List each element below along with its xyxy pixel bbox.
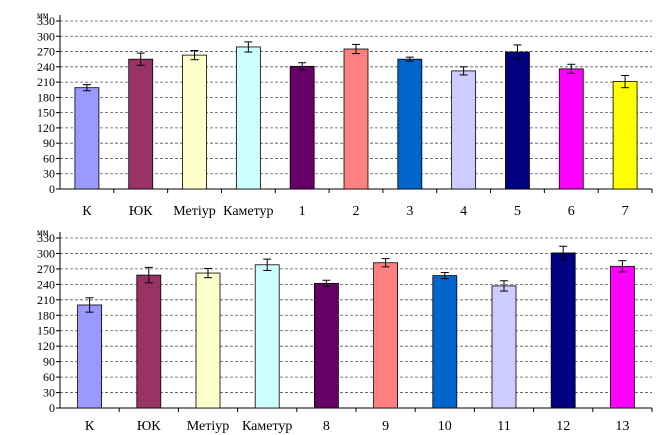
y-tick-label: 120 xyxy=(37,121,55,135)
y-tick-label: 60 xyxy=(43,370,55,384)
category-label: Каметур xyxy=(242,419,292,434)
y-tick-label: 30 xyxy=(43,386,55,400)
bar-8 xyxy=(313,282,339,409)
y-tick-label: 150 xyxy=(37,106,55,120)
error-bar-12 xyxy=(559,245,568,261)
category-label: 13 xyxy=(615,419,629,434)
y-tick-label: 90 xyxy=(43,136,55,150)
y-tick-label: 300 xyxy=(37,29,55,43)
category-label: Каметур xyxy=(223,204,273,219)
category-label: 12 xyxy=(556,419,570,434)
category-label: 2 xyxy=(353,204,360,219)
error-bar-ЮК xyxy=(144,266,153,284)
category-label: 8 xyxy=(323,419,330,434)
bar-9 xyxy=(373,262,399,409)
error-bar-8 xyxy=(322,279,331,287)
error-bar-Каметур xyxy=(244,41,253,53)
bar-Каметур xyxy=(235,46,261,190)
category-label: 7 xyxy=(622,204,629,219)
category-label: 11 xyxy=(497,419,510,434)
bar-ЮК xyxy=(128,58,154,190)
error-bar-6 xyxy=(567,63,576,74)
category-label: 10 xyxy=(438,419,452,434)
bar-12 xyxy=(550,252,576,409)
category-label: 3 xyxy=(406,204,413,219)
bar-1 xyxy=(289,65,315,190)
bar-11 xyxy=(491,285,517,409)
y-axis-unit-label: мм xyxy=(37,10,49,20)
error-bar-Метіур xyxy=(190,50,199,61)
y-tick-label: 180 xyxy=(37,90,55,104)
category-label: 6 xyxy=(568,204,575,219)
error-bar-1 xyxy=(298,62,307,71)
y-tick-label: 270 xyxy=(37,262,55,276)
y-tick-label: 240 xyxy=(37,60,55,74)
y-tick-label: 210 xyxy=(37,75,55,89)
bar-К xyxy=(77,304,102,409)
y-axis-unit-label: мм xyxy=(37,227,49,237)
category-label: 1 xyxy=(299,204,306,219)
y-tick-label: 330 xyxy=(37,231,55,245)
y-tick-label: 120 xyxy=(37,339,55,353)
bar-10 xyxy=(432,275,458,409)
y-tick-label: 300 xyxy=(37,246,55,260)
bar-4 xyxy=(451,70,477,190)
category-label: ЮК xyxy=(129,204,153,219)
error-bar-9 xyxy=(381,258,390,268)
error-bar-11 xyxy=(500,280,508,292)
bar-Метіур xyxy=(195,272,221,409)
category-label: Метіур xyxy=(173,204,216,219)
bar-К xyxy=(74,87,100,190)
category-label: 4 xyxy=(460,204,467,219)
bar-5 xyxy=(505,51,530,190)
category-label: ЮК xyxy=(137,419,161,434)
category-label: К xyxy=(82,204,92,219)
error-bar-Метіур xyxy=(204,267,212,279)
y-tick-label: 0 xyxy=(49,401,55,415)
category-label: К xyxy=(85,419,95,434)
y-tick-label: 0 xyxy=(49,182,55,196)
bar-7 xyxy=(612,81,638,190)
bar-3 xyxy=(397,58,423,190)
error-bar-5 xyxy=(513,44,522,60)
y-tick-label: 330 xyxy=(37,14,55,28)
bar-Метіур xyxy=(182,54,207,190)
y-tick-label: 30 xyxy=(43,167,55,181)
bar-6 xyxy=(558,68,584,190)
y-tick-label: 150 xyxy=(37,324,55,338)
error-bar-3 xyxy=(405,56,414,62)
error-bar-2 xyxy=(352,43,360,55)
error-bar-К xyxy=(85,297,94,313)
bar-Каметур xyxy=(254,264,280,409)
error-bar-К xyxy=(82,84,91,92)
y-tick-label: 180 xyxy=(37,308,55,322)
category-label: 9 xyxy=(382,419,389,434)
y-tick-label: 90 xyxy=(43,355,55,369)
y-tick-label: 240 xyxy=(37,277,55,291)
y-tick-label: 270 xyxy=(37,45,55,59)
error-bar-10 xyxy=(440,272,449,280)
error-bar-4 xyxy=(459,66,468,76)
error-bar-Каметур xyxy=(263,258,272,271)
error-bar-13 xyxy=(618,260,627,273)
bar-ЮК xyxy=(136,274,162,409)
bar-13 xyxy=(610,265,635,409)
y-tick-label: 60 xyxy=(43,151,55,165)
category-label: 5 xyxy=(514,204,521,219)
error-bar-ЮК xyxy=(136,52,145,66)
bar-2 xyxy=(343,48,369,190)
error-bar-7 xyxy=(621,74,630,89)
category-label: Метіур xyxy=(187,419,230,434)
y-tick-label: 210 xyxy=(37,293,55,307)
